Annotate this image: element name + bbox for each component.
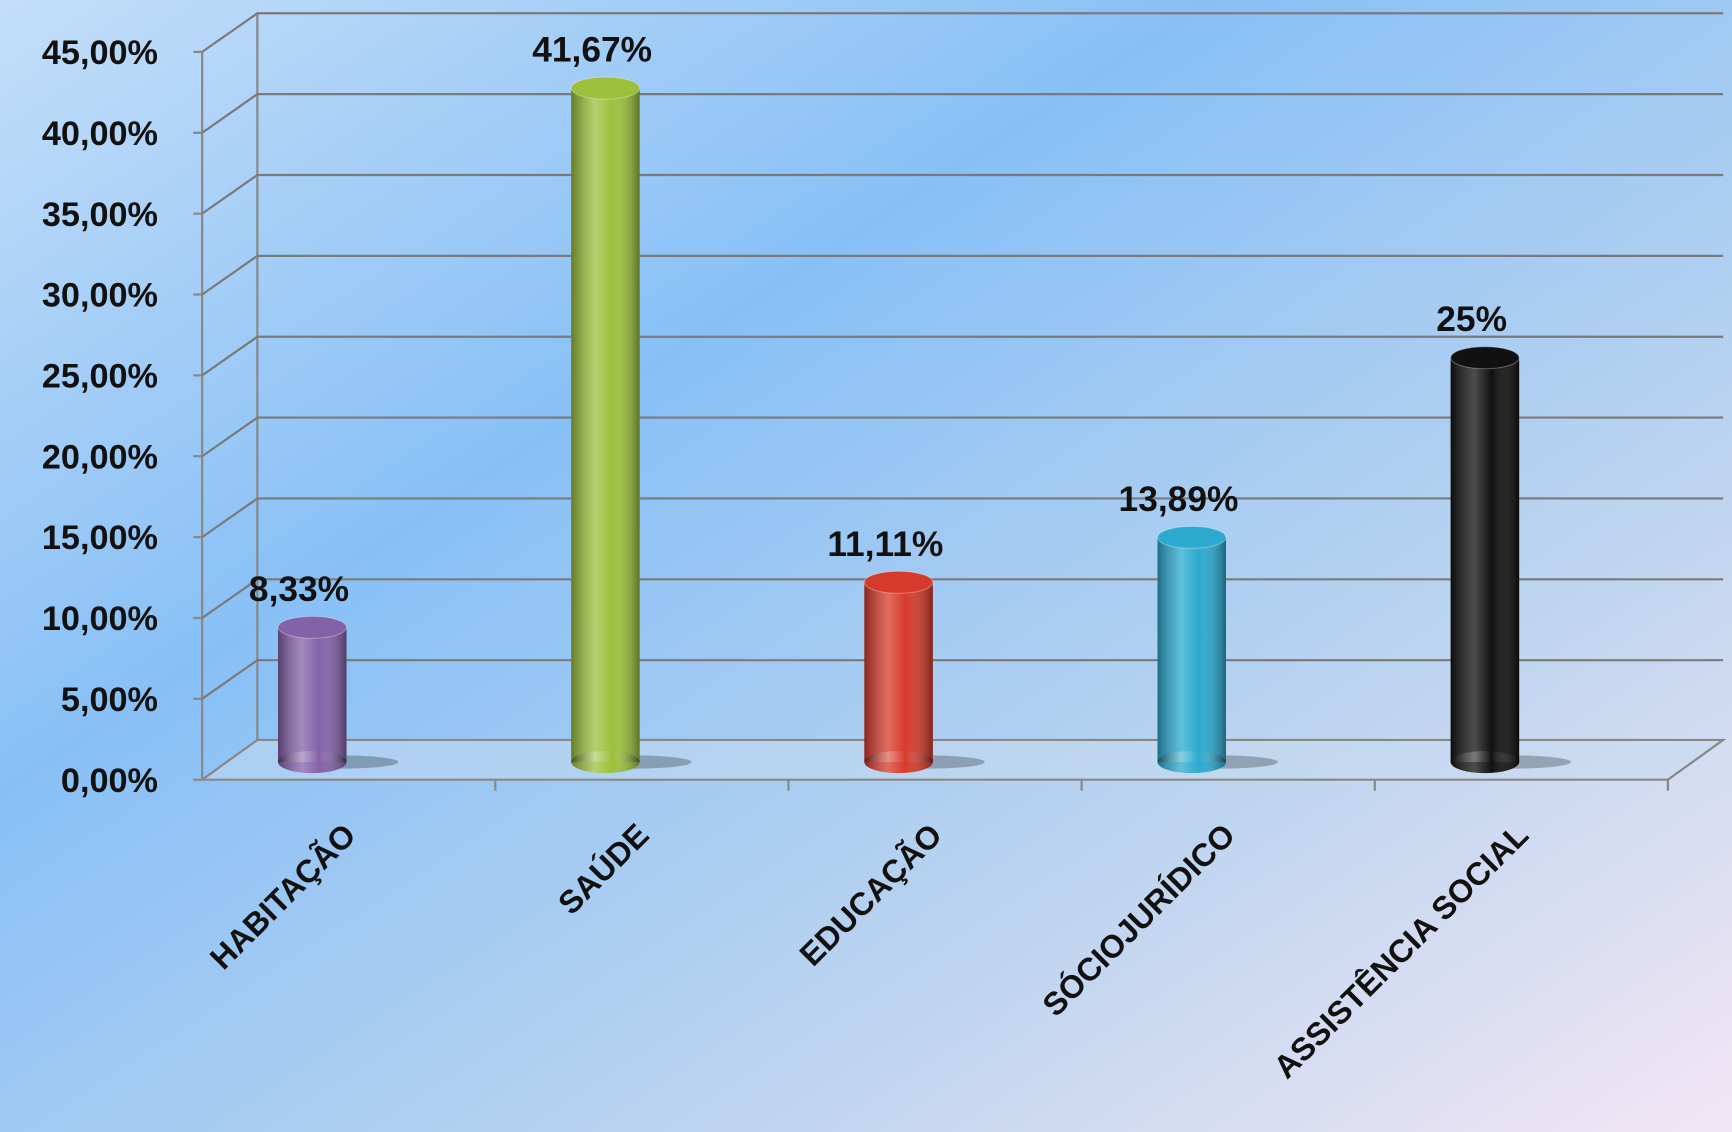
y-tick-label: 40,00% (42, 115, 158, 153)
grid-line (201, 254, 1724, 296)
bar-top (863, 570, 934, 594)
y-tick-label: 20,00% (42, 438, 158, 476)
data-label: 8,33% (249, 570, 349, 609)
grid-line (201, 659, 1724, 700)
grid-line (201, 497, 1724, 539)
grid-line (201, 416, 1724, 458)
data-label: 13,89% (1119, 480, 1239, 519)
bar-top (1450, 346, 1520, 370)
bar-bottom-shade (571, 750, 640, 774)
bar-shading (1157, 537, 1226, 763)
data-label: 25% (1436, 300, 1507, 339)
y-tick-label: 35,00% (42, 196, 158, 234)
bar-top (570, 76, 641, 100)
bar-bottom-shade (1450, 750, 1520, 774)
y-tick-label: 5,00% (61, 681, 158, 719)
y-tick-label: 30,00% (42, 277, 158, 315)
bar-shading (278, 627, 347, 763)
data-label: 41,67% (532, 31, 652, 70)
grid-line (201, 173, 1724, 215)
y-tick-label: 45,00% (42, 34, 158, 72)
bar-bottom-shade (1157, 750, 1226, 774)
bar-bottom-shade (864, 750, 933, 774)
bar-shading (1450, 357, 1520, 763)
data-label: 11,11% (827, 525, 943, 564)
grid-line (201, 335, 1724, 377)
bar-top (1156, 525, 1227, 549)
bar-bottom-shade (278, 750, 347, 774)
y-tick-label: 25,00% (42, 358, 158, 396)
grid-line (201, 93, 1724, 134)
bar-top (277, 615, 348, 639)
y-tick-label: 15,00% (42, 519, 158, 557)
grid-line (201, 578, 1724, 619)
bar-shading (864, 582, 933, 763)
bar-shading (571, 88, 640, 763)
y-tick-label: 0,00% (61, 762, 158, 800)
grid-line (201, 12, 1724, 53)
y-tick-label: 10,00% (42, 600, 158, 638)
